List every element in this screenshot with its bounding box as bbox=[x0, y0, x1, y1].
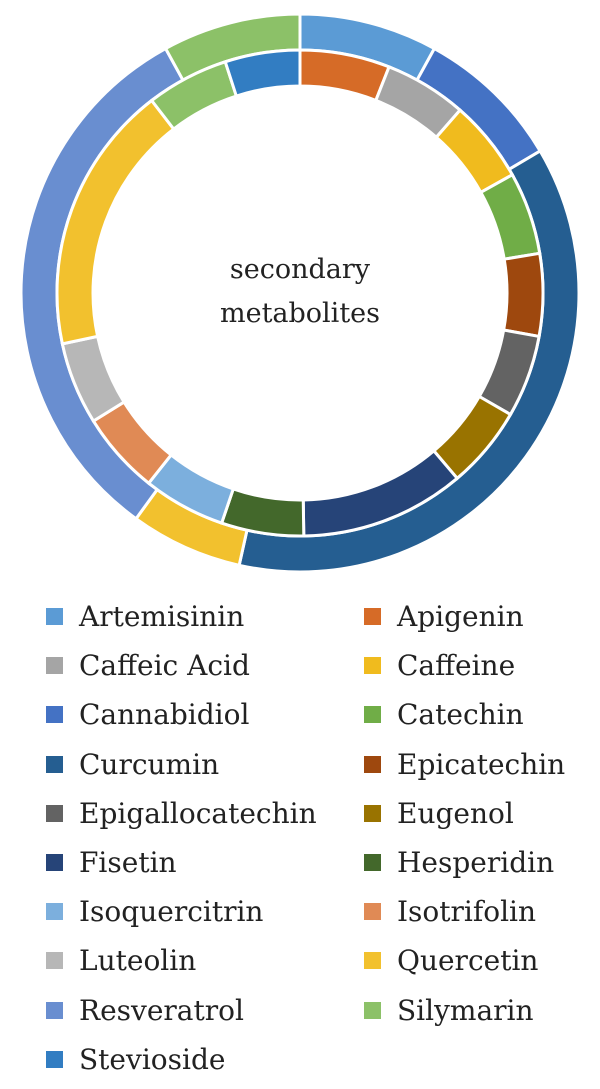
legend-swatch bbox=[364, 952, 381, 970]
legend-item: Isotrifolin bbox=[364, 887, 600, 936]
legend-label: Isoquercitrin bbox=[79, 895, 264, 929]
legend-item: Resveratrol bbox=[46, 986, 364, 1035]
legend-label: Epigallocatechin bbox=[79, 796, 317, 830]
legend-swatch bbox=[364, 755, 381, 773]
legend-label: Luteolin bbox=[79, 944, 197, 978]
inner-slice-epicatechin bbox=[501, 251, 545, 339]
legend-label: Stevioside bbox=[79, 1042, 226, 1076]
legend-item: Silymarin bbox=[364, 986, 600, 1035]
legend-label: Quercetin bbox=[397, 944, 539, 978]
legend-swatch bbox=[364, 706, 381, 724]
center-label-line-1: secondary bbox=[230, 254, 371, 285]
legend-label: Apigenin bbox=[397, 600, 524, 634]
legend-label: Eugenol bbox=[397, 796, 514, 830]
legend-item: Caffeic Acid bbox=[46, 641, 364, 690]
legend-item: Epicatechin bbox=[364, 740, 600, 789]
legend-swatch bbox=[46, 706, 63, 724]
legend-swatch bbox=[46, 1050, 63, 1068]
legend-item: Quercetin bbox=[364, 936, 600, 985]
inner-ring bbox=[55, 48, 545, 538]
legend-label: Catechin bbox=[397, 698, 524, 732]
legend-item: Artemisinin bbox=[46, 592, 364, 641]
legend-label: Hesperidin bbox=[397, 846, 555, 880]
legend-label: Caffeic Acid bbox=[79, 649, 250, 683]
legend-swatch bbox=[364, 1001, 381, 1019]
outer-ring bbox=[19, 12, 581, 574]
legend-label: Curcumin bbox=[79, 747, 220, 781]
legend-label: Epicatechin bbox=[397, 747, 566, 781]
inner-slice-stevioside bbox=[223, 48, 302, 98]
legend-item: Luteolin bbox=[46, 936, 364, 985]
legend-item: Eugenol bbox=[364, 789, 600, 838]
legend-swatch bbox=[364, 854, 381, 872]
legend-item: Fisetin bbox=[46, 838, 364, 887]
legend-label: Resveratrol bbox=[79, 993, 244, 1027]
legend-label: Fisetin bbox=[79, 846, 177, 880]
legend-swatch bbox=[46, 657, 63, 675]
legend-swatch bbox=[364, 903, 381, 921]
legend-item: Cannabidiol bbox=[46, 690, 364, 739]
legend-swatch bbox=[46, 1001, 63, 1019]
legend-label: Caffeine bbox=[397, 649, 516, 683]
legend-label: Isotrifolin bbox=[397, 895, 537, 929]
legend-swatch bbox=[46, 804, 63, 822]
legend-swatch bbox=[46, 854, 63, 872]
center-label-line-2: metabolites bbox=[220, 298, 380, 329]
legend-swatch bbox=[46, 952, 63, 970]
legend: Artemisinin Apigenin Caffeic Acid Caffeine C… bbox=[46, 592, 600, 1084]
legend-swatch bbox=[364, 608, 381, 626]
legend-item: Epigallocatechin bbox=[46, 789, 364, 838]
legend-label: Artemisinin bbox=[79, 600, 245, 634]
legend-item: Catechin bbox=[364, 690, 600, 739]
legend-label: Silymarin bbox=[397, 993, 534, 1027]
legend-item: Apigenin bbox=[364, 592, 600, 641]
legend-swatch bbox=[364, 804, 381, 822]
legend-item: Caffeine bbox=[364, 641, 600, 690]
legend-item: Curcumin bbox=[46, 740, 364, 789]
legend-swatch bbox=[46, 903, 63, 921]
legend-swatch bbox=[46, 755, 63, 773]
legend-item: Hesperidin bbox=[364, 838, 600, 887]
donut-chart: secondary metabolites bbox=[19, 12, 581, 574]
legend-swatch bbox=[364, 657, 381, 675]
legend-swatch bbox=[46, 608, 63, 626]
legend-label: Cannabidiol bbox=[79, 698, 250, 732]
legend-item: Stevioside bbox=[46, 1035, 364, 1084]
legend-item: Isoquercitrin bbox=[46, 887, 364, 936]
